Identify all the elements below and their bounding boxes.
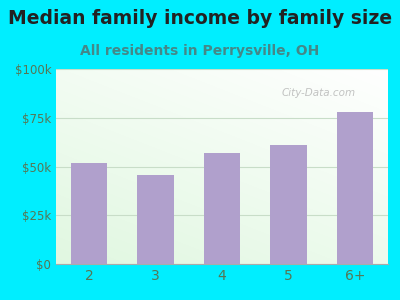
- Text: All residents in Perrysville, OH: All residents in Perrysville, OH: [80, 44, 320, 58]
- Bar: [137, 175, 174, 264]
- Bar: [270, 145, 307, 264]
- Text: City-Data.com: City-Data.com: [282, 88, 356, 98]
- Bar: [204, 153, 240, 264]
- Bar: [71, 163, 108, 264]
- Text: Median family income by family size: Median family income by family size: [8, 9, 392, 28]
- Bar: [336, 112, 373, 264]
